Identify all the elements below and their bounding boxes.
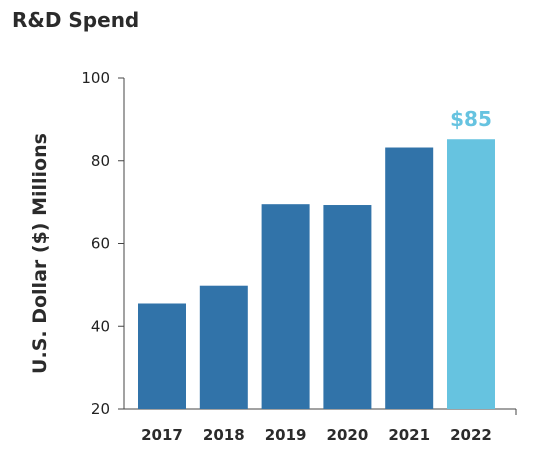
chart-title: R&D Spend	[12, 8, 140, 32]
x-tick-label: 2018	[203, 426, 245, 444]
bar-2019	[261, 204, 310, 409]
bar-2018	[199, 285, 248, 409]
y-tick-label: 40	[91, 317, 110, 335]
bar-2022	[447, 139, 495, 410]
bar-2017	[138, 303, 186, 409]
x-tick-label: 2020	[327, 426, 369, 444]
bar-value-callout: $85	[450, 107, 492, 131]
y-tick-label: 20	[91, 400, 110, 418]
y-tick-label: 100	[81, 69, 110, 87]
x-tick-label: 2017	[141, 426, 183, 444]
x-tick-label: 2022	[450, 426, 492, 444]
x-tick-label: 2019	[265, 426, 307, 444]
x-tick-label: 2021	[388, 426, 430, 444]
bar-2021	[385, 147, 434, 409]
y-tick-label: 80	[91, 152, 110, 170]
bar-2020	[323, 205, 372, 409]
y-tick-label: 60	[91, 235, 110, 253]
y-axis-title: U.S. Dollar ($) Millions	[29, 133, 51, 374]
